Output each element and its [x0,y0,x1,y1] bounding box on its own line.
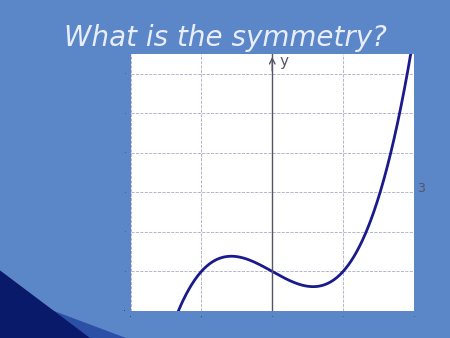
Text: y: y [279,54,288,69]
Text: 3: 3 [418,183,425,195]
Text: What is the symmetry?: What is the symmetry? [63,24,387,52]
